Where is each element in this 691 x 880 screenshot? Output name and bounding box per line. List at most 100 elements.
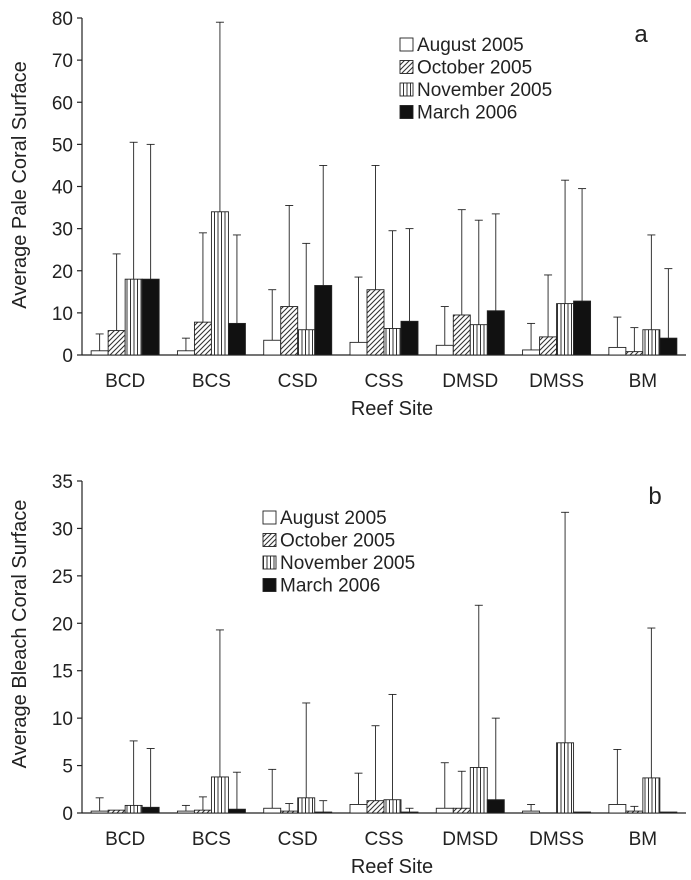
bar — [400, 811, 419, 814]
bar — [124, 278, 143, 356]
bar — [573, 811, 592, 814]
y-axis-title: Average Pale Coral Surface — [9, 61, 31, 309]
x-axis-title: Reef Site — [351, 398, 433, 420]
y-tick-label: 10 — [52, 304, 73, 325]
bar — [659, 811, 678, 814]
y-tick-label: 50 — [52, 135, 73, 156]
panel-label: b — [648, 483, 661, 510]
bar — [486, 799, 505, 814]
legend-swatch — [399, 105, 414, 119]
bar — [435, 807, 454, 814]
y-tick-label: 80 — [52, 9, 73, 30]
bar — [297, 329, 316, 356]
panel-label: a — [634, 21, 648, 48]
y-tick-label: 0 — [62, 346, 73, 367]
legend-label: October 2005 — [417, 58, 532, 79]
bar — [659, 337, 678, 356]
bar — [608, 804, 627, 814]
bar — [608, 346, 627, 356]
x-tick-label: CSD — [278, 371, 318, 392]
bar — [522, 810, 541, 814]
bar — [625, 810, 644, 814]
bar — [193, 321, 212, 356]
bar — [469, 767, 488, 814]
bar — [400, 320, 419, 356]
x-tick-label: DMSS — [529, 829, 584, 850]
bar — [366, 289, 385, 356]
bar — [469, 324, 488, 356]
legend-swatch — [262, 555, 277, 570]
x-tick-label: BCD — [105, 829, 145, 850]
bar — [141, 806, 160, 814]
x-tick-label: CSD — [278, 829, 318, 850]
legend-swatch — [399, 82, 414, 97]
legend-label: November 2005 — [417, 80, 552, 101]
legend-label: March 2006 — [417, 103, 517, 124]
y-tick-label: 30 — [52, 519, 73, 540]
bar — [314, 285, 333, 356]
x-tick-label: CSS — [364, 371, 403, 392]
bar — [556, 742, 575, 814]
bar — [435, 344, 454, 356]
bar — [227, 808, 246, 814]
bar — [539, 336, 558, 356]
bar — [193, 809, 212, 814]
bar — [210, 776, 229, 814]
bar — [176, 810, 195, 814]
bar — [107, 330, 126, 356]
bar — [90, 350, 109, 356]
x-tick-label: BCS — [192, 371, 231, 392]
legend-swatch — [399, 37, 414, 52]
y-tick-label: 15 — [52, 662, 73, 683]
y-tick-label: 20 — [52, 262, 73, 283]
x-tick-label: DMSS — [529, 371, 584, 392]
y-tick-label: 70 — [52, 51, 73, 72]
x-axis-title: Reef Site — [351, 856, 433, 878]
bar — [227, 322, 246, 356]
y-tick-label: 60 — [52, 93, 73, 114]
bar — [210, 211, 229, 356]
x-tick-label: BM — [629, 371, 658, 392]
bar — [383, 799, 402, 814]
bar — [176, 350, 195, 356]
bar — [349, 804, 368, 814]
bar — [297, 797, 316, 814]
axes: 0 10 20 30 40 50 60 70 80 BCD BCS CSD CSS DMSD DMSS BM — [52, 9, 686, 392]
x-tick-label: CSS — [364, 829, 403, 850]
legend-label: October 2005 — [280, 531, 395, 552]
bar — [124, 804, 143, 814]
bar — [642, 329, 661, 356]
bar — [280, 306, 299, 356]
legend-label: August 2005 — [280, 508, 387, 529]
chart-panel-a: Average Pale Coral Surface Reef Site a 0… — [9, 9, 686, 420]
bar — [263, 807, 282, 814]
legend-label: November 2005 — [280, 553, 415, 574]
y-tick-label: 25 — [52, 567, 73, 588]
bar — [280, 810, 299, 814]
y-tick-label: 40 — [52, 178, 73, 199]
y-tick-label: 0 — [62, 804, 73, 825]
y-tick-label: 30 — [52, 220, 73, 241]
y-tick-label: 35 — [52, 472, 73, 493]
bar — [625, 351, 644, 356]
bar — [452, 314, 471, 356]
legend-swatch — [262, 510, 277, 525]
legend-swatch — [262, 578, 277, 592]
bar — [263, 339, 282, 356]
bar — [522, 349, 541, 356]
legend-label: August 2005 — [417, 35, 524, 56]
bar — [642, 777, 661, 814]
bar — [366, 800, 385, 814]
bar — [141, 278, 160, 356]
y-tick-label: 5 — [62, 757, 73, 778]
chart-panel-b: Average Bleach Coral Surface Reef Site b… — [9, 472, 686, 878]
legend-label: March 2006 — [280, 576, 380, 597]
x-tick-label: DMSD — [442, 829, 498, 850]
bar — [573, 300, 592, 356]
x-tick-label: BCS — [192, 829, 231, 850]
bar — [107, 809, 126, 814]
x-tick-label: DMSD — [442, 371, 498, 392]
legend-swatch — [262, 533, 277, 547]
